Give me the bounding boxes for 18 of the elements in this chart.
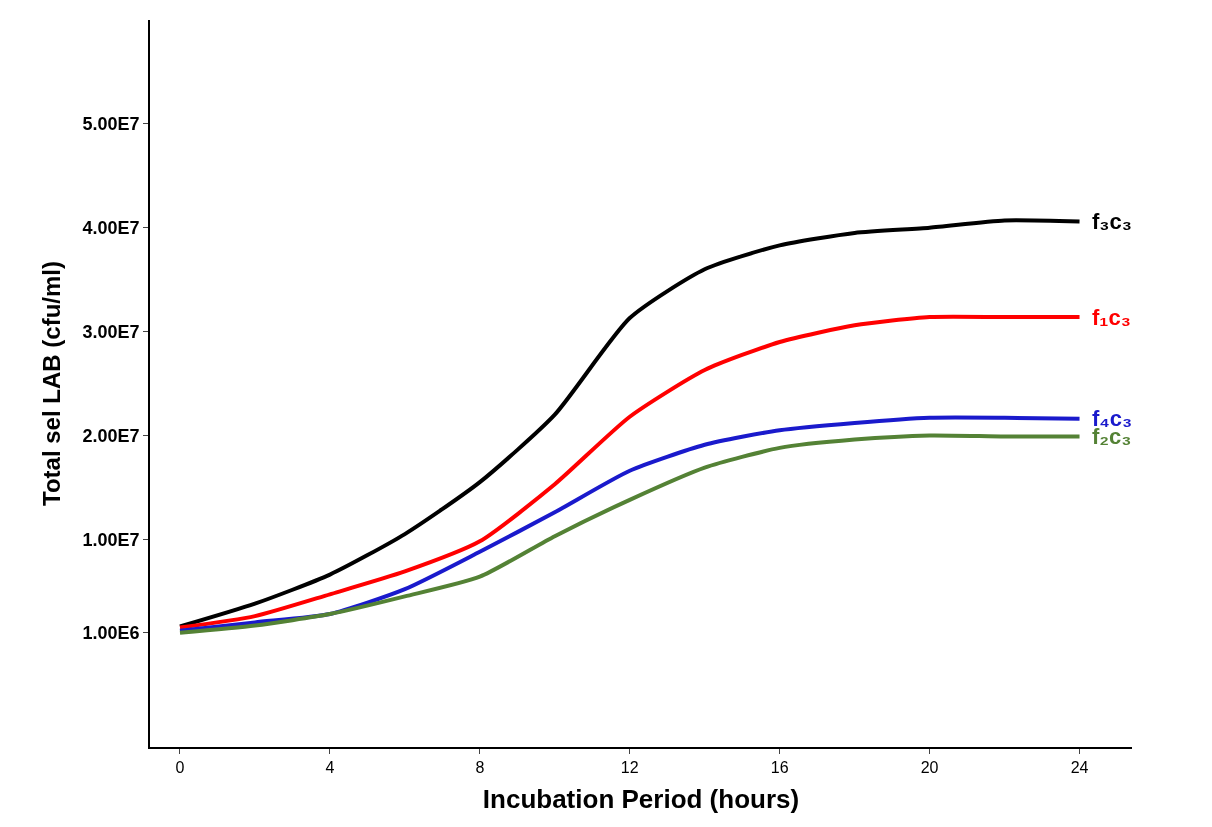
y-tick-label: 5.00E7 <box>82 114 140 135</box>
x-tick-label: 20 <box>920 758 939 776</box>
y-tick-label: 3.00E7 <box>82 321 140 342</box>
y-tick-label: 2.00E7 <box>82 425 140 446</box>
x-tick-label: 4 <box>325 758 335 776</box>
x-axis-title: Incubation Period (hours) <box>482 784 800 815</box>
x-tick-label: 8 <box>475 758 485 776</box>
x-tick-label: 0 <box>175 758 185 776</box>
x-tick-label: 16 <box>770 758 789 776</box>
y-tick-label: 1.00E7 <box>82 529 140 550</box>
line-series <box>177 314 1082 630</box>
series-label: f₁c₃ <box>1092 305 1131 330</box>
x-tick-label: 12 <box>620 758 639 776</box>
x-tick-label: 24 <box>1070 758 1089 776</box>
series-label: f₃c₃ <box>1092 209 1132 234</box>
y-tick-label: 4.00E7 <box>82 218 140 239</box>
y-axis-title: Total sel LAB (cfu/ml) <box>38 261 66 506</box>
y-tick-label: 1.00E6 <box>82 623 140 644</box>
